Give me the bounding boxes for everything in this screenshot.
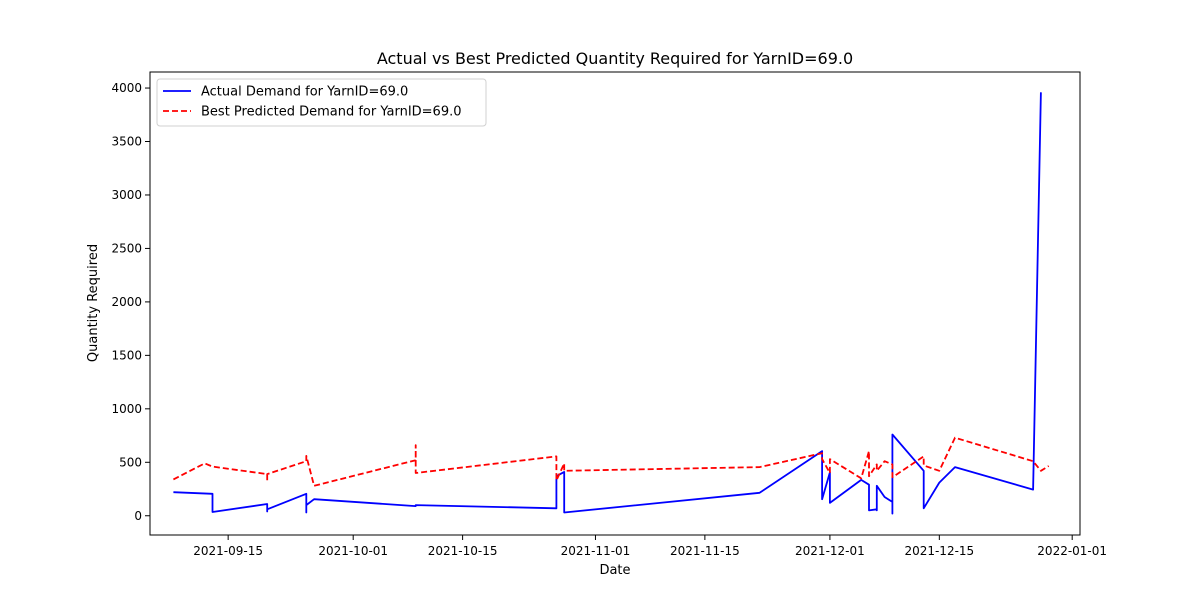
y-tick-label: 500 [119,455,142,469]
x-tick-label: 2021-11-15 [670,544,740,558]
y-tick-label: 2500 [111,241,142,255]
chart-title: Actual vs Best Predicted Quantity Requir… [377,49,853,68]
axes: 2021-09-15 2021-10-01 2021-10-15 2021-11-01… [111,71,1107,558]
legend-box [156,78,487,127]
x-axis-label: Date [599,563,630,578]
x-tick-label: 2021-09-15 [193,544,263,558]
y-tick-label: 3000 [111,188,142,202]
legend-label-actual: Actual Demand for YarnID=69.0 [201,85,408,100]
legend-label-predicted: Best Predicted Demand for YarnID=69.0 [201,105,462,120]
x-tick-label: 2022-01-01 [1037,544,1107,558]
x-tick-label: 2021-10-15 [428,544,498,558]
plot-frame [149,71,1081,536]
x-tick-label: 2021-12-01 [795,544,865,558]
y-tick-label: 1500 [111,348,142,362]
y-tick-label: 4000 [111,81,142,95]
y-tick-label: 3500 [111,135,142,149]
y-axis-label: Quantity Required [86,244,101,362]
y-tick-label: 0 [134,509,142,523]
x-tick-label: 2021-10-01 [318,544,388,558]
series-line-actual [173,92,1042,515]
x-tick-label: 2021-12-15 [904,544,974,558]
y-tick-label: 1000 [111,402,142,416]
y-tick-label: 2000 [111,295,142,309]
series-line-predicted [172,436,1050,487]
x-tick-label: 2021-11-01 [561,544,631,558]
plot-area [172,92,1050,515]
legend: Actual Demand for YarnID=69.0 Best Predic… [156,78,487,127]
